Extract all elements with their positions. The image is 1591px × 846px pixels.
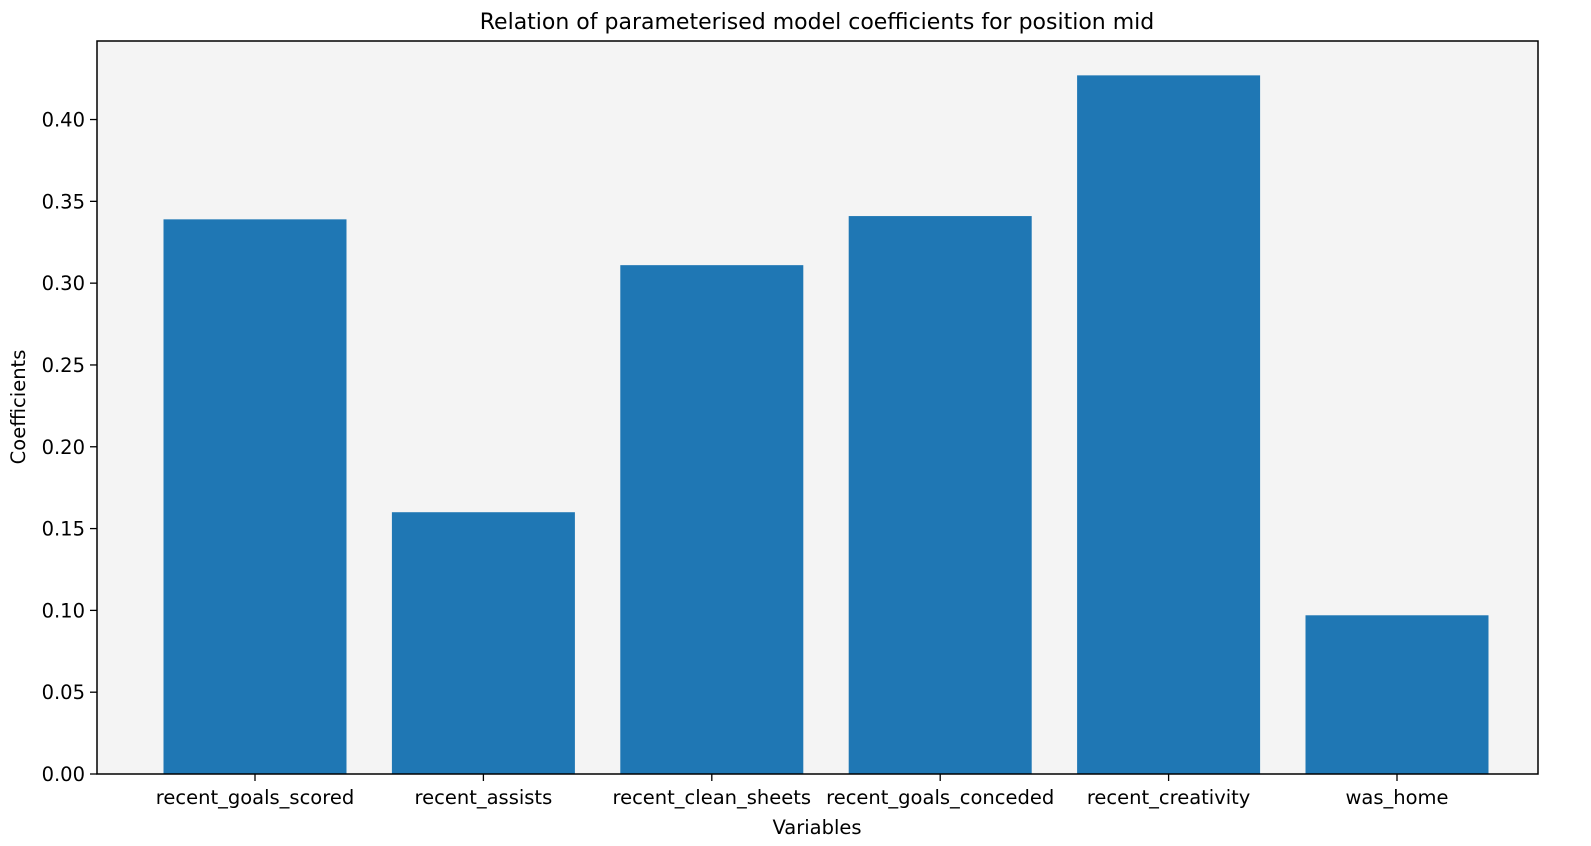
y-tick-label: 0.05 [42, 681, 85, 704]
y-tick-label: 0.10 [42, 599, 85, 622]
bars [163, 75, 1489, 774]
bar-was-home [1305, 615, 1489, 774]
y-tick-label: 0.40 [42, 109, 85, 132]
x-tick-label: was_home [1345, 786, 1448, 809]
y-axis-ticks: 0.00 0.05 0.10 0.15 0.20 0.25 0.30 0.35 0.40 [42, 109, 97, 786]
y-tick-label: 0.00 [42, 763, 85, 786]
y-tick-label: 0.15 [42, 518, 85, 541]
bar-recent-goals-scored [163, 219, 347, 774]
bar-recent-assists [391, 512, 575, 774]
x-tick-label: recent_creativity [1087, 786, 1251, 809]
bar-recent-goals-conceded [848, 216, 1032, 774]
bar-recent-clean-sheets [620, 265, 804, 774]
x-tick-label: recent_clean_sheets [613, 786, 812, 809]
y-axis-label: Coefficients [7, 350, 30, 465]
x-tick-label: recent_assists [415, 786, 553, 809]
y-tick-label: 0.25 [42, 354, 85, 377]
y-tick-label: 0.35 [42, 190, 85, 213]
x-axis-label: Variables [772, 816, 861, 839]
x-tick-label: recent_goals_scored [156, 786, 354, 809]
y-tick-label: 0.30 [42, 272, 85, 295]
bar-recent-creativity [1077, 75, 1261, 774]
chart-title: Relation of parameterised model coeffici… [480, 10, 1154, 35]
x-tick-label: recent_goals_conceded [826, 786, 1054, 809]
y-tick-label: 0.20 [42, 436, 85, 459]
x-axis-ticks: recent_goals_scored recent_assists recent_… [156, 774, 1449, 809]
plot-frame [96, 40, 1539, 775]
